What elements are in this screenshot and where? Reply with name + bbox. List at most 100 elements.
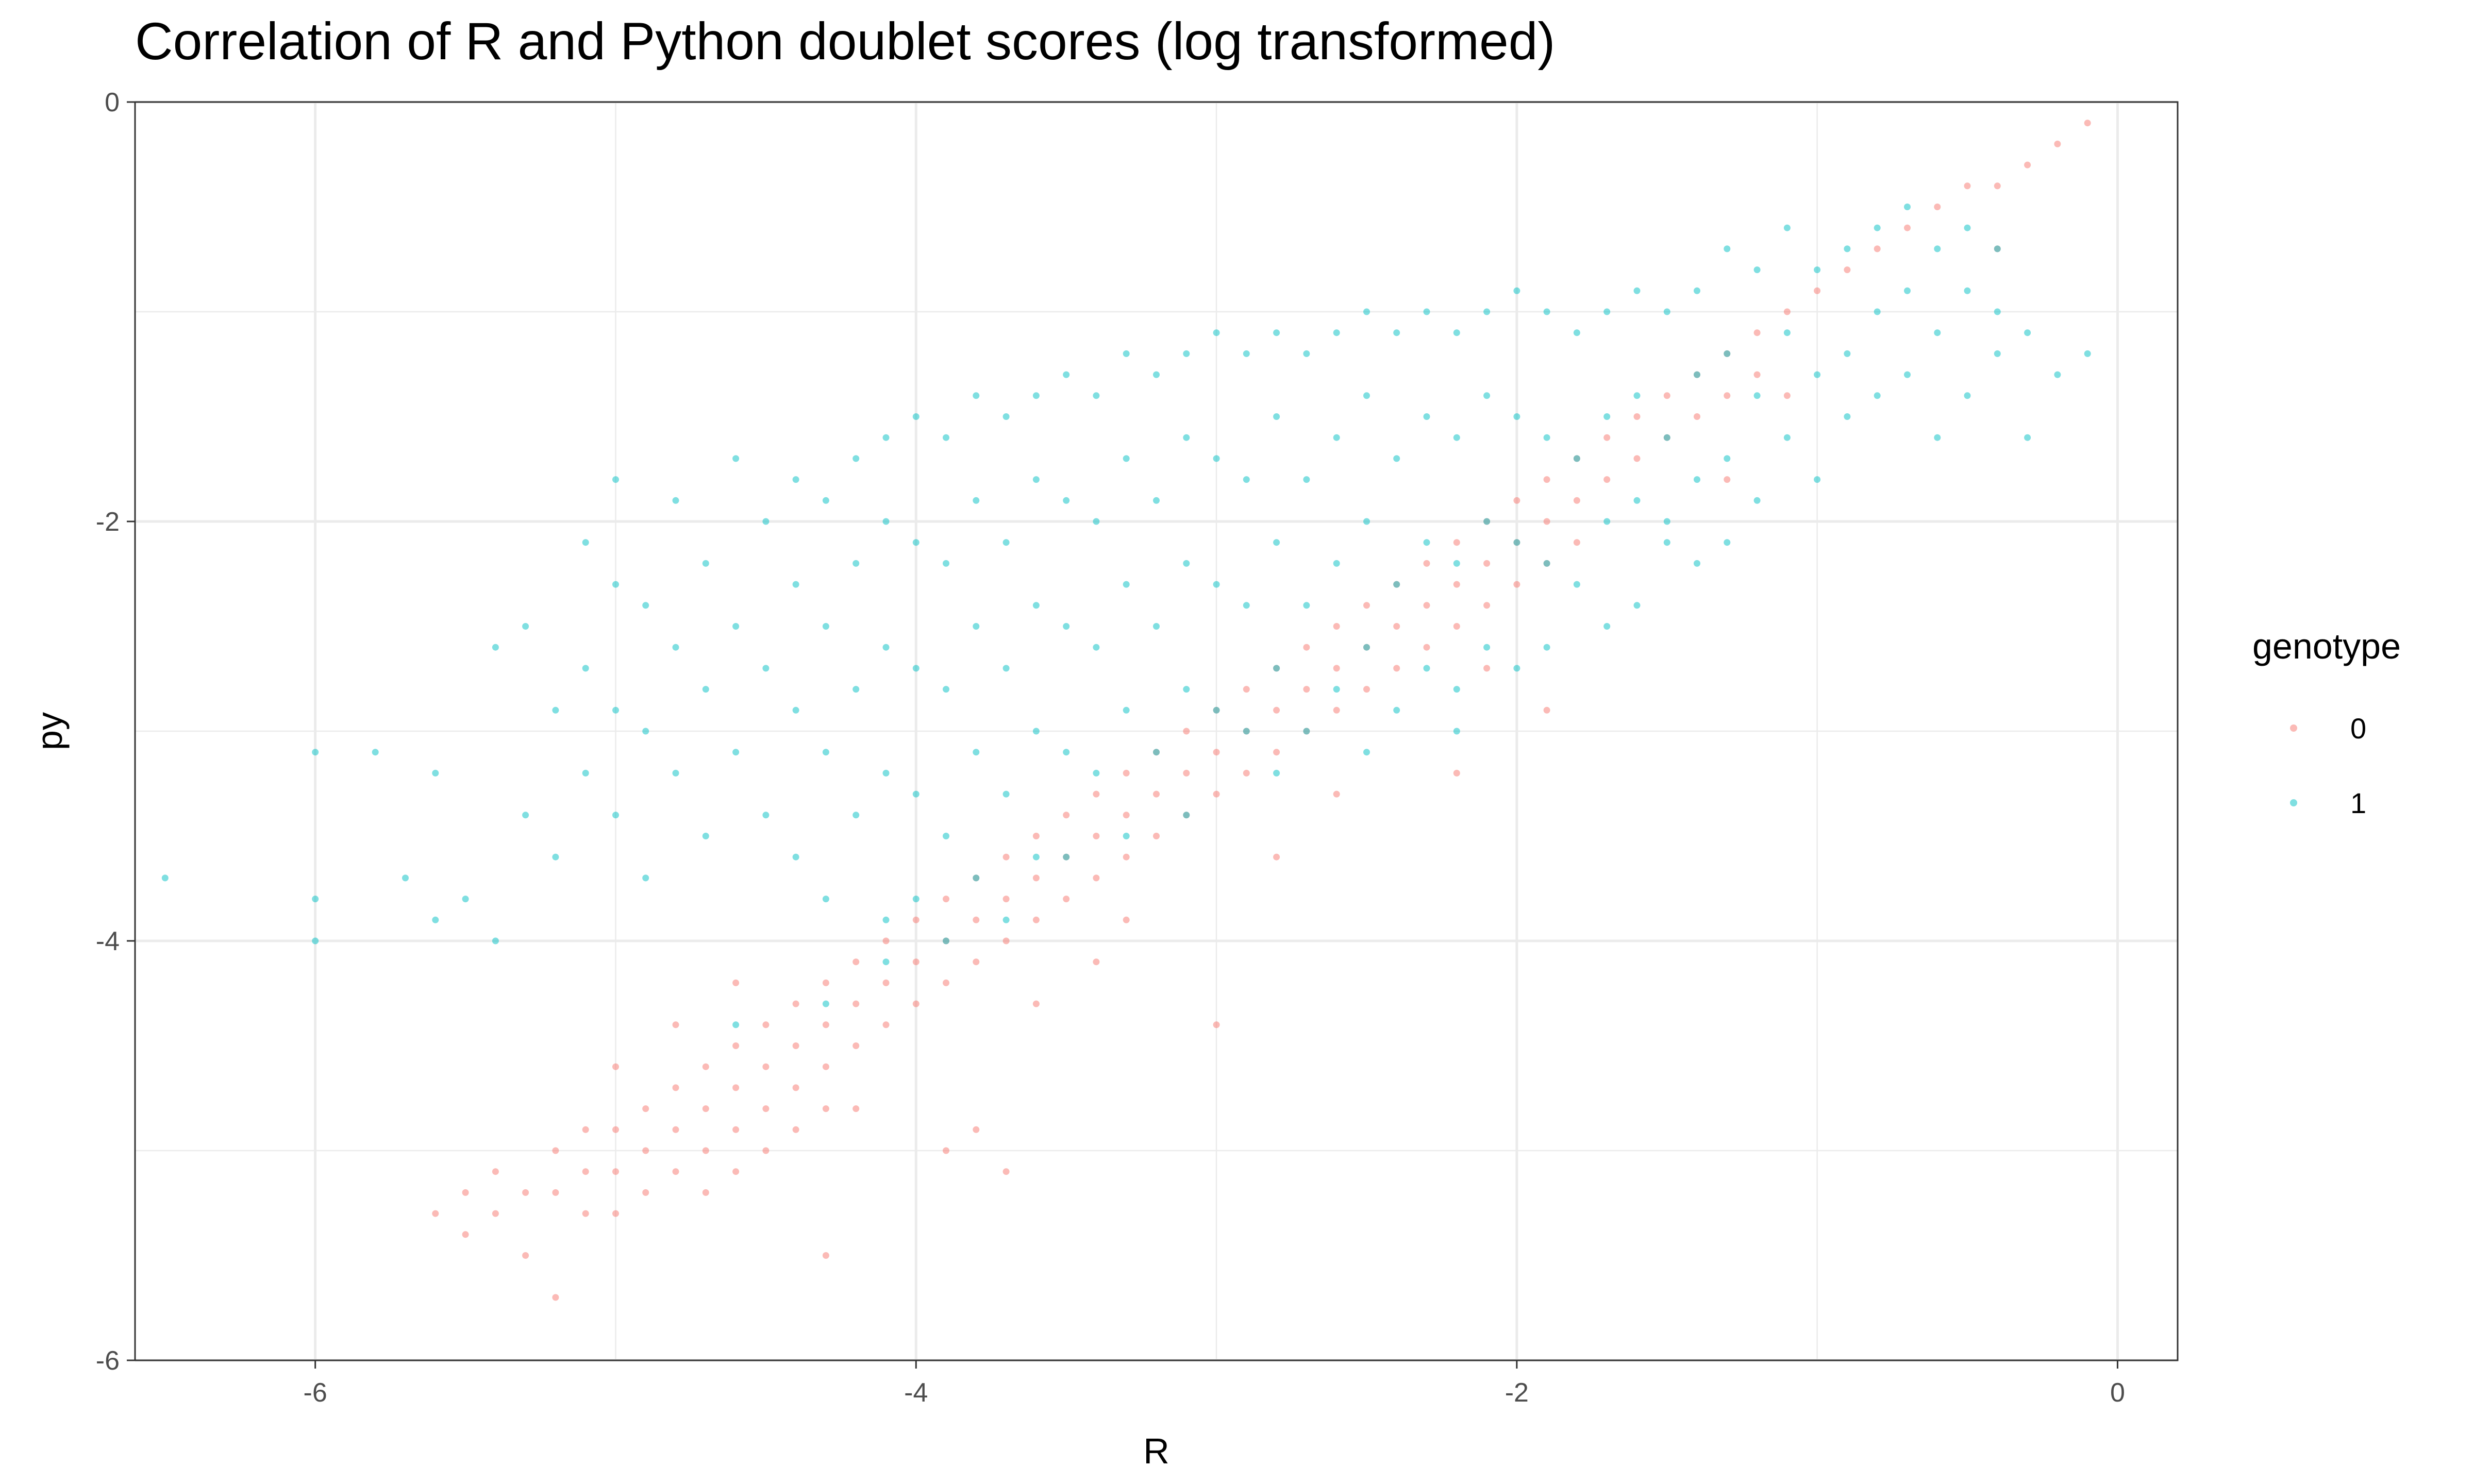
point-genotype-0 <box>1123 812 1130 819</box>
point-genotype-0 <box>792 1042 799 1049</box>
point-genotype-1 <box>1303 350 1310 357</box>
point-genotype-0 <box>702 1063 709 1070</box>
point-genotype-1 <box>1694 560 1700 567</box>
point-genotype-1 <box>1213 706 1220 714</box>
point-genotype-0 <box>1183 728 1190 735</box>
point-genotype-1 <box>973 392 980 399</box>
point-genotype-1 <box>552 853 559 861</box>
point-genotype-0 <box>642 1147 649 1154</box>
point-genotype-1 <box>943 686 949 693</box>
point-genotype-1 <box>1783 329 1791 336</box>
point-genotype-1 <box>1423 308 1430 315</box>
point-genotype-1 <box>762 518 770 525</box>
point-genotype-0 <box>943 979 949 986</box>
axis-layer: -6 -4 -2 0 0 -2 -4 -6 <box>96 88 2125 1408</box>
point-genotype-0 <box>672 1084 679 1091</box>
point-genotype-0 <box>792 1000 799 1007</box>
point-genotype-1 <box>943 434 949 441</box>
point-genotype-1 <box>1724 350 1731 357</box>
point-genotype-1 <box>1694 371 1700 378</box>
point-genotype-0 <box>943 1147 949 1154</box>
point-genotype-1 <box>882 644 890 651</box>
point-genotype-1 <box>1543 308 1550 315</box>
point-genotype-1 <box>882 518 890 525</box>
point-genotype-1 <box>1393 581 1400 588</box>
point-genotype-1 <box>1694 287 1700 294</box>
point-genotype-1 <box>1573 329 1580 336</box>
point-genotype-1 <box>973 874 980 882</box>
point-genotype-1 <box>1363 392 1370 399</box>
point-genotype-1 <box>1213 455 1220 462</box>
point-genotype-1 <box>1213 329 1220 336</box>
point-genotype-0 <box>1213 1021 1220 1028</box>
point-genotype-0 <box>1453 581 1460 588</box>
point-genotype-1 <box>1153 497 1160 504</box>
point-genotype-0 <box>1303 686 1310 693</box>
point-genotype-1 <box>1273 539 1280 546</box>
point-genotype-0 <box>1573 539 1580 546</box>
point-genotype-1 <box>1633 602 1641 609</box>
legend: genotype 0 1 <box>2252 626 2401 819</box>
point-genotype-0 <box>702 1147 709 1154</box>
point-genotype-1 <box>1753 266 1761 274</box>
point-genotype-1 <box>762 812 770 819</box>
point-genotype-1 <box>882 769 890 777</box>
point-genotype-1 <box>1243 728 1250 735</box>
point-genotype-1 <box>822 1000 829 1007</box>
point-genotype-0 <box>1183 769 1190 777</box>
point-genotype-1 <box>702 833 709 839</box>
point-genotype-0 <box>1513 581 1520 588</box>
point-genotype-0 <box>1453 623 1460 630</box>
point-genotype-0 <box>582 1126 589 1133</box>
point-genotype-1 <box>1904 371 1911 378</box>
point-genotype-1 <box>882 916 890 923</box>
point-genotype-1 <box>1904 204 1911 210</box>
point-genotype-0 <box>912 958 920 966</box>
point-genotype-0 <box>1093 958 1100 966</box>
point-genotype-0 <box>1483 602 1491 609</box>
point-genotype-1 <box>912 896 920 903</box>
point-genotype-1 <box>1663 539 1670 546</box>
point-genotype-1 <box>1724 245 1731 252</box>
point-genotype-1 <box>1633 392 1641 399</box>
point-genotype-0 <box>1273 853 1280 861</box>
point-genotype-1 <box>822 623 829 630</box>
point-genotype-1 <box>1032 853 1040 861</box>
point-genotype-1 <box>161 874 169 882</box>
point-genotype-0 <box>1633 455 1641 462</box>
point-genotype-1 <box>582 769 589 777</box>
point-genotype-1 <box>973 749 980 756</box>
point-genotype-0 <box>1063 896 1070 903</box>
point-genotype-1 <box>1123 581 1130 588</box>
point-genotype-1 <box>642 728 649 735</box>
point-genotype-1 <box>1032 602 1040 609</box>
point-genotype-0 <box>1483 665 1491 672</box>
point-genotype-1 <box>492 937 499 945</box>
point-genotype-0 <box>943 896 949 903</box>
point-genotype-0 <box>762 1105 770 1112</box>
point-genotype-1 <box>1153 623 1160 630</box>
point-genotype-1 <box>1333 434 1340 441</box>
point-genotype-1 <box>882 958 890 966</box>
point-genotype-0 <box>882 979 890 986</box>
point-genotype-0 <box>1453 539 1460 546</box>
point-genotype-1 <box>1964 392 1971 399</box>
point-genotype-1 <box>1063 623 1070 630</box>
point-genotype-1 <box>792 706 799 714</box>
point-genotype-1 <box>1603 518 1611 525</box>
point-genotype-1 <box>1844 413 1851 420</box>
point-genotype-0 <box>1333 623 1340 630</box>
point-genotype-1 <box>1093 392 1100 399</box>
point-genotype-1 <box>1063 497 1070 504</box>
point-genotype-1 <box>1393 706 1400 714</box>
point-genotype-1 <box>1513 665 1520 672</box>
point-genotype-1 <box>1483 308 1491 315</box>
point-genotype-1 <box>1363 308 1370 315</box>
grid-layer <box>135 100 2178 1362</box>
point-genotype-0 <box>1333 706 1340 714</box>
point-genotype-0 <box>1363 686 1370 693</box>
point-genotype-1 <box>1183 350 1190 357</box>
point-genotype-1 <box>1093 769 1100 777</box>
point-genotype-1 <box>702 560 709 567</box>
